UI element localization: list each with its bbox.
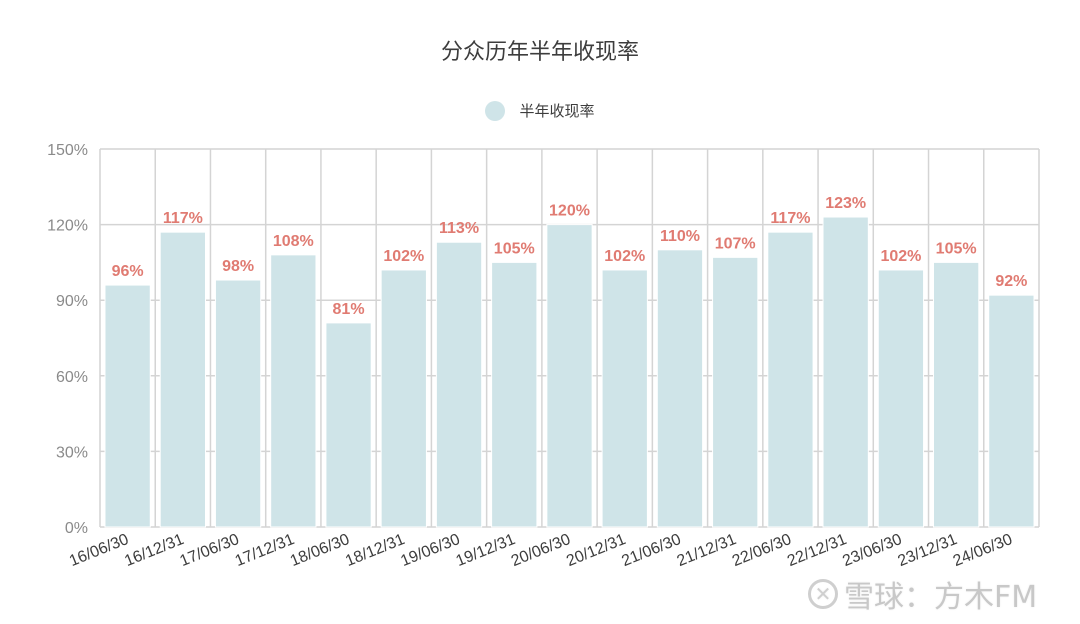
bar[interactable] [877, 269, 925, 528]
y-tick-label: 30% [56, 444, 88, 461]
bar[interactable] [104, 284, 151, 528]
y-tick-label: 0% [65, 520, 88, 537]
data-label: 107% [715, 235, 756, 252]
bar[interactable] [380, 269, 427, 528]
watermark: ✕ 雪球：方木FM [808, 572, 1037, 616]
y-tick-label: 90% [56, 293, 88, 310]
bar[interactable] [933, 261, 980, 528]
bar[interactable] [546, 224, 593, 528]
x-tick-label: 20/06/30 [509, 531, 573, 570]
x-tick-label: 21/06/30 [619, 531, 683, 570]
data-label: 120% [549, 203, 590, 220]
legend-swatch-icon [485, 100, 506, 121]
data-label: 102% [383, 248, 424, 265]
y-tick-label: 150% [47, 142, 88, 159]
x-tick-label: 19/06/30 [398, 531, 462, 570]
bar[interactable] [435, 241, 483, 528]
bar[interactable] [159, 231, 206, 528]
x-tick-label: 23/12/31 [896, 531, 960, 570]
snowball-icon: ✕ [808, 579, 838, 609]
bar[interactable] [214, 279, 262, 528]
x-tick-label: 23/06/30 [840, 531, 904, 570]
bar[interactable] [822, 216, 869, 528]
data-label: 123% [825, 195, 866, 212]
data-label: 117% [163, 210, 203, 227]
data-label: 92% [995, 273, 1027, 290]
data-label: 113% [439, 220, 479, 237]
x-tick-label: 16/12/31 [122, 531, 186, 570]
data-label: 98% [222, 258, 254, 275]
x-tick-label: 22/06/30 [730, 531, 794, 570]
data-label: 108% [273, 233, 314, 250]
bar[interactable] [601, 269, 648, 528]
x-tick-label: 18/06/30 [288, 531, 352, 570]
x-tick-label: 17/06/30 [177, 531, 241, 570]
x-tick-label: 21/12/31 [675, 531, 739, 570]
y-tick-label: 120% [47, 218, 88, 235]
x-tick-label: 18/12/31 [343, 531, 407, 570]
x-tick-label: 19/12/31 [454, 531, 518, 570]
x-tick-label: 22/12/31 [785, 531, 849, 570]
data-label: 110% [660, 228, 700, 245]
data-label: 117% [770, 210, 810, 227]
bar[interactable] [767, 231, 814, 528]
bar[interactable] [988, 294, 1035, 528]
bar[interactable] [712, 256, 759, 528]
data-label: 96% [112, 263, 144, 280]
bar[interactable] [656, 249, 704, 528]
y-tick-label: 60% [56, 369, 88, 386]
data-label: 81% [333, 301, 365, 318]
legend-label: 半年收现率 [519, 102, 595, 120]
watermark-text: 雪球：方木FM [844, 580, 1038, 615]
x-tick-label: 20/12/31 [564, 531, 628, 570]
bar[interactable] [491, 261, 538, 528]
data-label: 105% [936, 240, 977, 257]
bar[interactable] [270, 254, 317, 528]
data-label: 105% [494, 240, 535, 257]
data-label: 102% [880, 248, 921, 265]
data-label: 102% [604, 248, 645, 265]
chart-title: 分众历年半年收现率 [440, 40, 639, 65]
x-tick-label: 17/12/31 [233, 531, 297, 570]
x-tick-label: 24/06/30 [951, 531, 1015, 570]
bar[interactable] [325, 322, 372, 528]
legend: 半年收现率 [0, 100, 1080, 121]
